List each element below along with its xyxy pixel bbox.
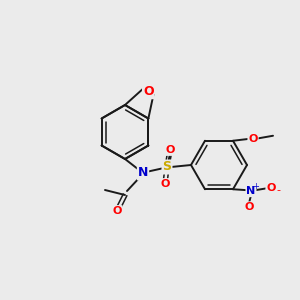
Text: O: O — [165, 145, 175, 155]
Text: N: N — [246, 186, 256, 196]
Text: +: + — [253, 182, 260, 191]
Text: O: O — [160, 179, 170, 189]
Text: N: N — [138, 167, 148, 179]
Text: O: O — [244, 202, 254, 212]
Text: O: O — [143, 85, 154, 98]
Text: O: O — [266, 183, 276, 193]
Text: -: - — [276, 185, 280, 195]
Text: O: O — [112, 206, 122, 216]
Text: O: O — [248, 134, 258, 144]
Text: S: S — [163, 160, 172, 173]
